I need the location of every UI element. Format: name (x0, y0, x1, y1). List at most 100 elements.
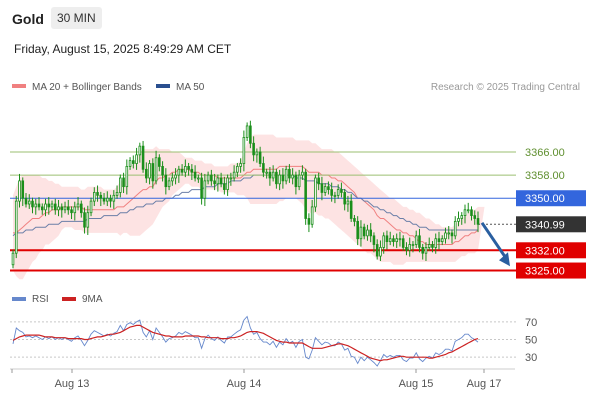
candle-body (40, 206, 44, 211)
candle-body (288, 168, 291, 179)
candle-body (79, 203, 83, 214)
candle-body (388, 238, 392, 243)
candle-body (392, 238, 395, 243)
candle-body (359, 226, 363, 240)
level-labels: 3366.00 3358.00 3350.00 3332.00 3325.00 3340.… (516, 147, 586, 279)
candle-body (115, 192, 119, 196)
rsi-ma-legend-label: 9MA (82, 294, 103, 305)
time-tick-label: Aug 17 (467, 378, 502, 390)
candle-body (102, 197, 106, 202)
candle-body (86, 212, 90, 228)
time-tick-label: Aug 13 (55, 378, 90, 390)
candle-body (444, 232, 447, 240)
candle-body (47, 203, 51, 208)
candle-body (437, 238, 441, 243)
candle-body (310, 206, 314, 225)
support-2-label-box (516, 262, 586, 279)
rsi-legend-swatch (12, 297, 26, 301)
candle-body (135, 154, 138, 164)
resistance-1-label: 3358.00 (525, 170, 565, 182)
rsi-tick-30: 30 (525, 352, 537, 364)
candle-body (431, 244, 434, 248)
candle-body (184, 166, 187, 173)
rsi-series-1 (12, 324, 479, 362)
candle-body (148, 163, 151, 179)
candle-body (83, 212, 86, 228)
time-tick-label: Aug 15 (399, 378, 434, 390)
candle-body (265, 171, 268, 174)
rsi-legend-label: RSI (32, 294, 49, 305)
candle-body (206, 174, 210, 182)
symbol-title: Gold (12, 11, 44, 27)
candle-body (252, 142, 255, 156)
rsi-tick-70: 70 (525, 317, 537, 329)
candle-body (242, 137, 246, 164)
candle-body (171, 177, 174, 182)
candle-body (395, 238, 398, 243)
candle-body (356, 220, 359, 240)
candle-body (434, 238, 438, 248)
candle-body (255, 151, 259, 156)
candle-body (421, 246, 425, 254)
candlesticks (11, 120, 480, 269)
candle-body (379, 246, 382, 257)
candle-body (93, 192, 96, 202)
rsi-series-0 (12, 315, 479, 367)
candle-body (281, 174, 285, 182)
forecast-arrow-head (499, 252, 510, 267)
candle-body (14, 200, 18, 254)
candle-body (343, 192, 346, 205)
candle-body (21, 180, 25, 199)
candle-body (125, 166, 129, 188)
candle-body (278, 174, 281, 185)
candle-body (249, 125, 252, 144)
bollinger-bands (13, 134, 485, 280)
candle-body (460, 215, 464, 219)
candle-body (323, 186, 327, 193)
candle-body (210, 174, 213, 182)
candle-body (31, 200, 34, 208)
candle-body (180, 168, 184, 173)
candle-body (197, 177, 200, 180)
interval-badge[interactable]: 30 MIN (51, 7, 102, 29)
candle-body (275, 171, 278, 185)
candle-body (239, 163, 242, 167)
ma20-legend-label: MA 20 + Bollinger Bands (32, 82, 142, 93)
candle-body (141, 145, 145, 170)
candle-body (11, 252, 15, 266)
last-price-label: 3340.99 (525, 219, 565, 231)
ma50-legend-label: MA 50 (176, 82, 205, 93)
time-tick-label: Aug 14 (227, 378, 262, 390)
candle-body (187, 166, 190, 170)
forecast-arrow (480, 221, 510, 267)
candle-body (284, 168, 288, 182)
candle-body (161, 166, 164, 176)
candle-body (327, 186, 330, 190)
candle-body (463, 209, 467, 216)
candle-body (154, 157, 158, 182)
candle-body (145, 168, 148, 179)
chart-header: Gold 30 MIN (0, 0, 590, 36)
candle-body (27, 200, 31, 205)
candle-body (427, 244, 431, 248)
candle-body (138, 145, 142, 156)
ma50-legend-swatch (156, 84, 170, 88)
candle-body (405, 246, 408, 251)
candle-body (200, 177, 203, 199)
candle-body (349, 200, 353, 219)
candle-body (320, 183, 324, 193)
candle-body (226, 177, 229, 190)
candle-body (447, 232, 451, 235)
candle-body (473, 215, 477, 219)
candle-body (340, 189, 343, 193)
candle-body (353, 218, 356, 222)
candle-body (53, 203, 57, 211)
candle-body (262, 163, 265, 173)
candle-body (50, 203, 54, 208)
candle-body (190, 168, 194, 173)
candle-body (18, 180, 21, 202)
candle-body (70, 209, 73, 214)
forecast-arrow-shaft (480, 221, 508, 260)
candle-body (336, 189, 340, 196)
candle-body (44, 203, 47, 211)
